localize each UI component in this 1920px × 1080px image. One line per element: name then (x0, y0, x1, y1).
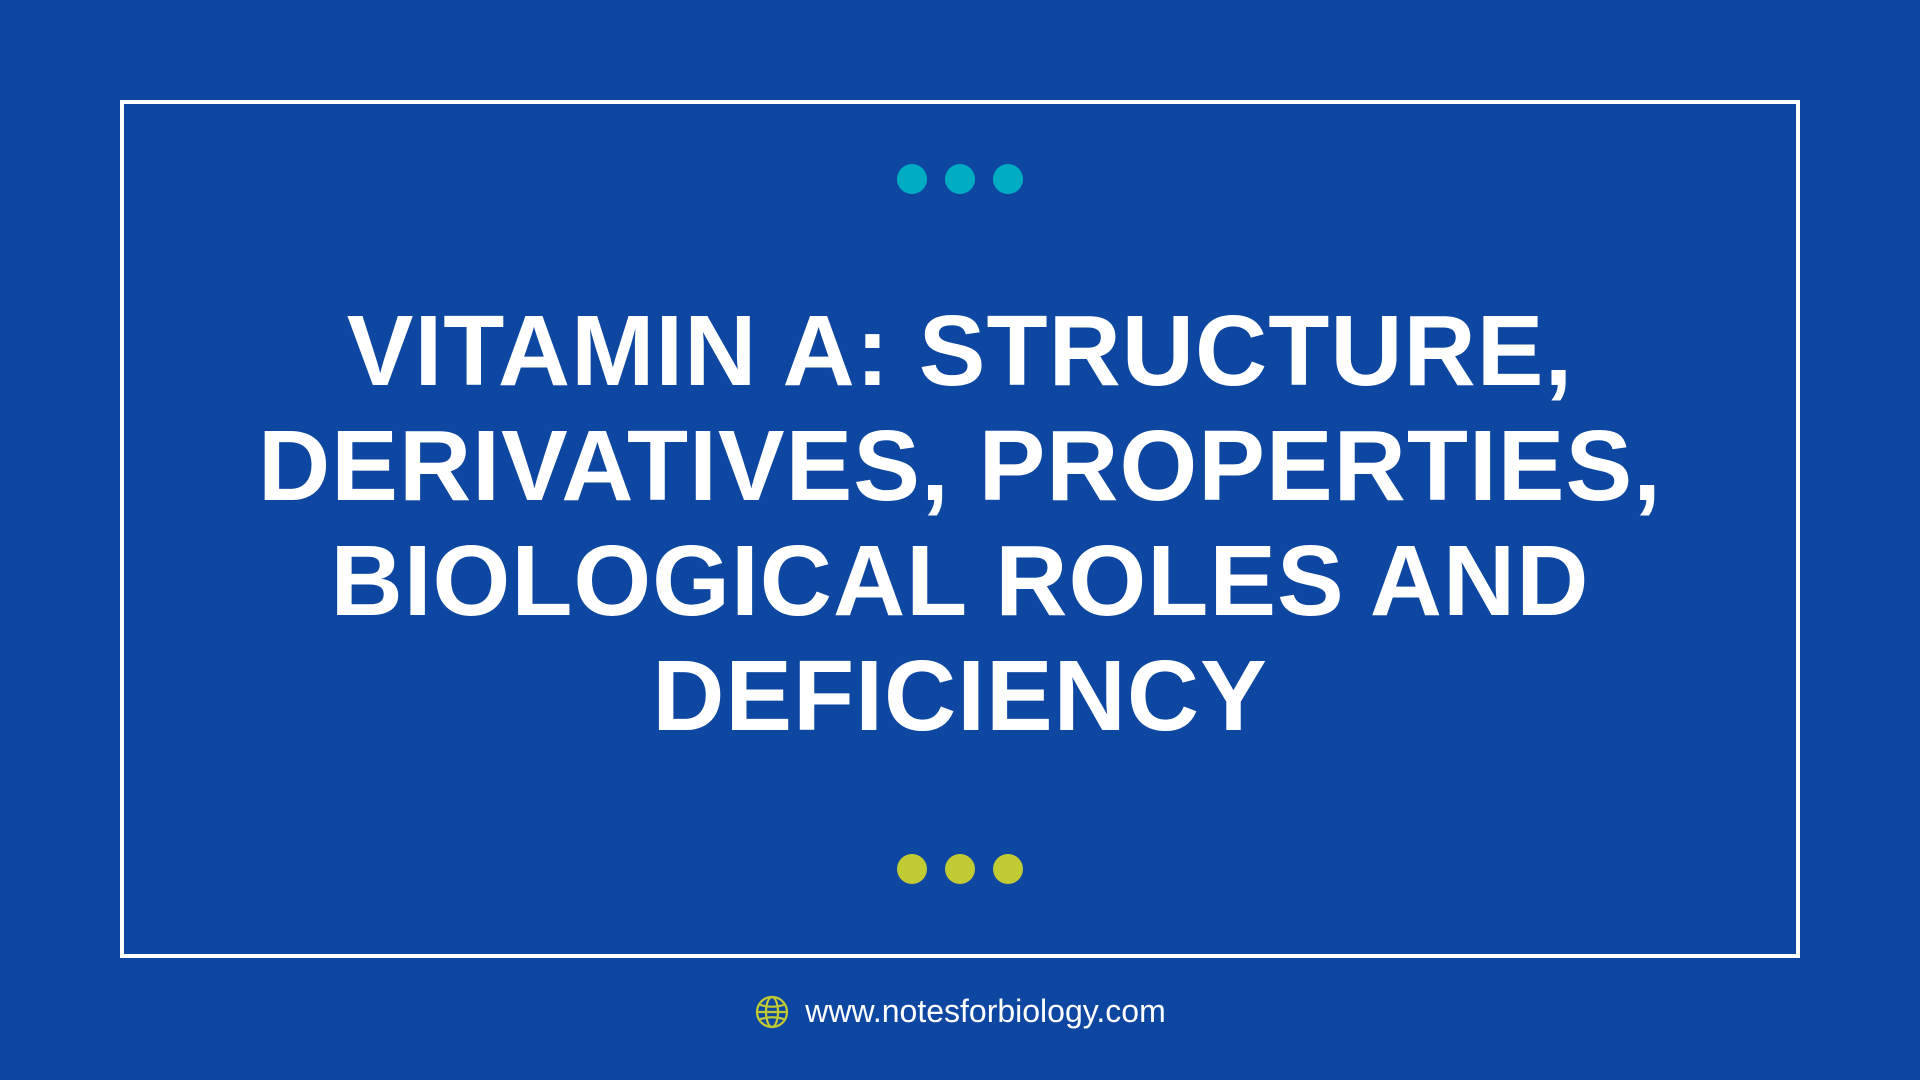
bottom-dot-3 (993, 854, 1023, 884)
bottom-dot-2 (945, 854, 975, 884)
bottom-dot-1 (897, 854, 927, 884)
top-dot-2 (945, 164, 975, 194)
footer: www.notesforbiology.com (754, 993, 1165, 1030)
content-frame: VITAMIN A: STRUCTURE, DERIVATIVES, PROPE… (120, 100, 1800, 958)
top-dots-row (897, 164, 1023, 194)
top-dot-3 (993, 164, 1023, 194)
bottom-dots-row (897, 854, 1023, 884)
top-dot-1 (897, 164, 927, 194)
main-title: VITAMIN A: STRUCTURE, DERIVATIVES, PROPE… (174, 294, 1746, 754)
footer-url: www.notesforbiology.com (805, 993, 1165, 1030)
globe-icon (754, 994, 790, 1030)
